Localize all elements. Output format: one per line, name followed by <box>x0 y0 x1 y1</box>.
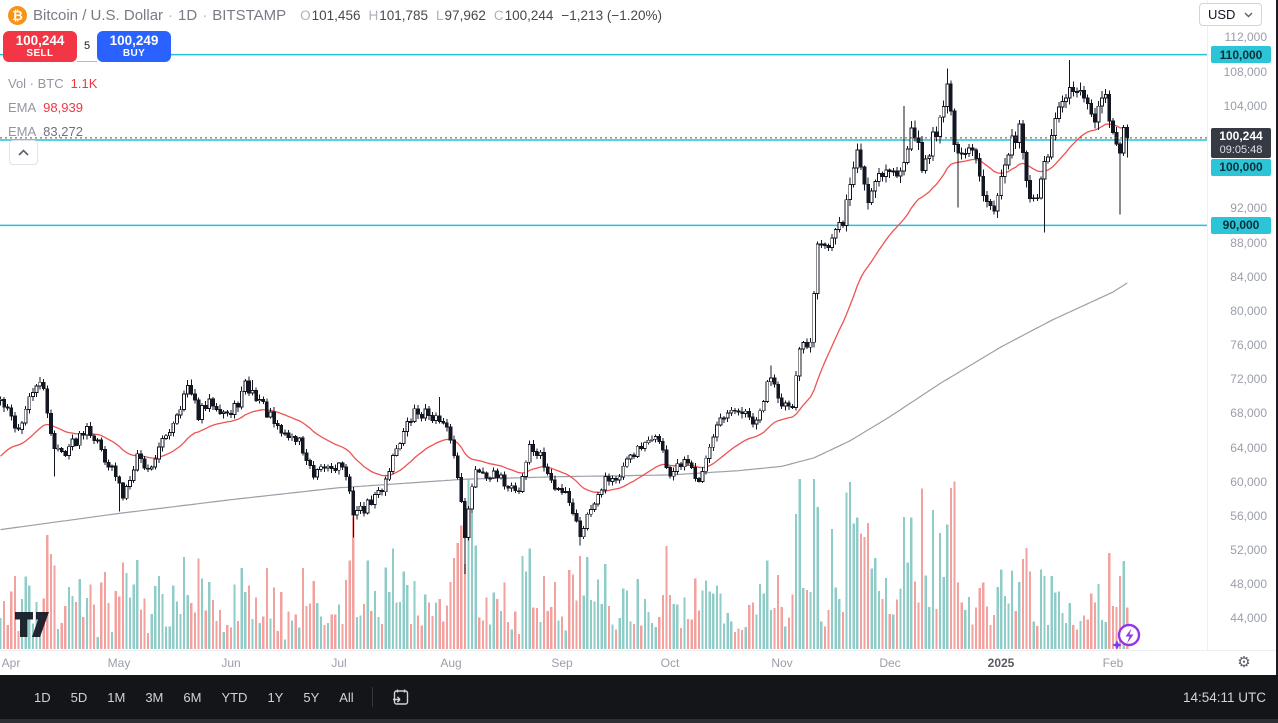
price-tick-label: 112,000 <box>1224 30 1268 45</box>
price-tick-label: 108,000 <box>1223 64 1267 79</box>
time-axis-label-nov: Nov <box>771 656 793 670</box>
ohlc-h: H 101,785 <box>368 7 429 23</box>
time-axis-label-oct: Oct <box>660 656 680 670</box>
volume-value: 1.1K <box>70 75 98 91</box>
go-to-date-button[interactable] <box>381 688 420 707</box>
buy-price: 100,249 <box>109 32 159 48</box>
axis-settings-gear-icon[interactable]: ⚙ <box>1237 654 1251 671</box>
price-tick-label: 48,000 <box>1230 577 1267 592</box>
ema-slow-value: 83,272 <box>43 123 83 139</box>
range-button-ytd[interactable]: YTD <box>221 689 248 705</box>
window-right-edge <box>1276 0 1278 675</box>
currency-selector[interactable]: USD <box>1199 3 1262 26</box>
bar-countdown: 09:05:48 <box>1219 143 1263 156</box>
chevron-up-icon <box>18 149 29 156</box>
candles <box>0 60 1130 574</box>
price-chart[interactable] <box>0 0 1207 650</box>
time-axis-label-jul: Jul <box>331 656 347 670</box>
price-tick-label: 44,000 <box>1230 611 1267 626</box>
ema-slow-legend-row[interactable]: EMA 83,272 <box>8 119 97 143</box>
range-button-1y[interactable]: 1Y <box>267 689 284 705</box>
range-button-5y[interactable]: 5Y <box>303 689 320 705</box>
level-price-badge[interactable]: 110,000 <box>1211 46 1271 64</box>
symbol-title[interactable]: Bitcoin / U.S. Dollar <box>33 6 164 24</box>
buy-button[interactable]: 100,249 BUY <box>97 31 171 62</box>
range-button-all[interactable]: All <box>339 689 354 705</box>
chevron-down-icon <box>1244 12 1253 17</box>
sell-price: 100,244 <box>15 32 65 48</box>
price-tick-label: 56,000 <box>1230 508 1267 523</box>
last-price-label: 100,244 <box>1219 129 1263 144</box>
tradingview-logo-icon <box>15 612 49 637</box>
symbol-header: ₿ Bitcoin / U.S. Dollar · 1D · BITSTAMP … <box>8 4 662 26</box>
price-tick-label: 76,000 <box>1230 338 1267 353</box>
ohlc-c: C 100,244 <box>493 7 554 23</box>
sell-button[interactable]: 100,244 SELL <box>3 31 77 62</box>
range-button-1m[interactable]: 1M <box>107 689 126 705</box>
ohlc-values: O 101,456 H 101,785 L 97,962 C 100,244 <box>300 8 553 23</box>
price-tick-label: 52,000 <box>1230 543 1267 558</box>
range-button-1d[interactable]: 1D <box>34 689 51 705</box>
separator-dot: · <box>202 6 208 24</box>
sell-label: SELL <box>26 48 54 60</box>
separator-dot: · <box>168 6 174 24</box>
ema-slow-label: EMA <box>8 123 37 139</box>
price-tick-label: 60,000 <box>1230 474 1267 489</box>
chart-canvas <box>0 53 1207 649</box>
time-axis-label-aug: Aug <box>440 656 462 670</box>
price-tick-label: 72,000 <box>1230 372 1267 387</box>
volume-bars <box>0 479 1129 649</box>
range-button-3m[interactable]: 3M <box>145 689 164 705</box>
price-tick-label: 104,000 <box>1223 98 1267 113</box>
collapse-legend-button[interactable] <box>9 140 38 165</box>
level-price-badge[interactable]: 100,000 <box>1211 158 1271 176</box>
time-axis-label-apr: Apr <box>1 656 21 670</box>
price-axis[interactable]: 112,000 108,000 104,000 92,000 88,000 84,000 8… <box>1207 0 1277 650</box>
level-price-badge[interactable]: 90,000 <box>1211 216 1271 234</box>
currency-value: USD <box>1208 7 1236 22</box>
bottom-toolbar: 1D 5D 1M 3M 6M YTD 1Y 5Y All 14:54:11 UTC <box>0 675 1278 719</box>
price-change: −1,213 (−1.20%) <box>561 7 662 23</box>
price-tick-label: 68,000 <box>1230 406 1267 421</box>
ema-slow-line <box>0 282 1128 531</box>
calendar-goto-icon <box>392 689 408 705</box>
utc-clock[interactable]: 14:54:11 UTC <box>1182 689 1266 705</box>
timeframe-label[interactable]: 1D <box>178 6 198 24</box>
bitcoin-icon: ₿ <box>8 5 27 25</box>
volume-legend-row[interactable]: Vol · BTC 1.1K <box>8 71 97 95</box>
range-buttons: 1D 5D 1M 3M 6M YTD 1Y 5Y All <box>24 683 364 711</box>
time-axis-label-jun: Jun <box>221 656 241 670</box>
price-tick-label: 80,000 <box>1230 303 1267 318</box>
spread-value: 5 <box>77 31 97 62</box>
ema-fast-line <box>0 123 1128 493</box>
time-axis-label-sep: Sep <box>551 656 573 670</box>
ohlc-o: O 101,456 <box>300 7 361 23</box>
current-price-badge: 100,244 09:05:48 <box>1211 127 1271 158</box>
flash-event-icon[interactable] <box>1110 622 1144 654</box>
time-axis-label-may: May <box>107 656 131 670</box>
price-tick-label: 64,000 <box>1230 440 1267 455</box>
time-axis-label-feb: Feb <box>1102 656 1124 670</box>
ema-fast-label: EMA <box>8 99 37 115</box>
price-tick-label: 92,000 <box>1230 201 1267 216</box>
time-axis-label-dec: Dec <box>879 656 901 670</box>
toolbar-divider <box>371 687 373 707</box>
ema-fast-legend-row[interactable]: EMA 98,939 <box>8 95 97 119</box>
bottom-strip <box>0 719 1278 723</box>
ema-fast-value: 98,939 <box>43 99 83 115</box>
buy-label: BUY <box>122 48 146 60</box>
time-axis[interactable]: Apr May Jun Jul Aug Sep Oct Nov Dec 2025 Feb <box>0 650 1276 676</box>
range-button-5d[interactable]: 5D <box>70 689 88 705</box>
exchange-label[interactable]: BITSTAMP <box>212 6 287 24</box>
volume-label: Vol · BTC <box>8 75 64 91</box>
range-button-6m[interactable]: 6M <box>183 689 202 705</box>
order-panel: 100,244 SELL 5 100,249 BUY <box>3 31 171 62</box>
indicator-legend: Vol · BTC 1.1K EMA 98,939 EMA 83,272 <box>8 71 97 143</box>
ohlc-l: L 97,962 <box>436 7 486 23</box>
time-axis-label-2025: 2025 <box>987 656 1015 670</box>
price-tick-label: 88,000 <box>1230 235 1267 250</box>
price-tick-label: 84,000 <box>1230 269 1267 284</box>
